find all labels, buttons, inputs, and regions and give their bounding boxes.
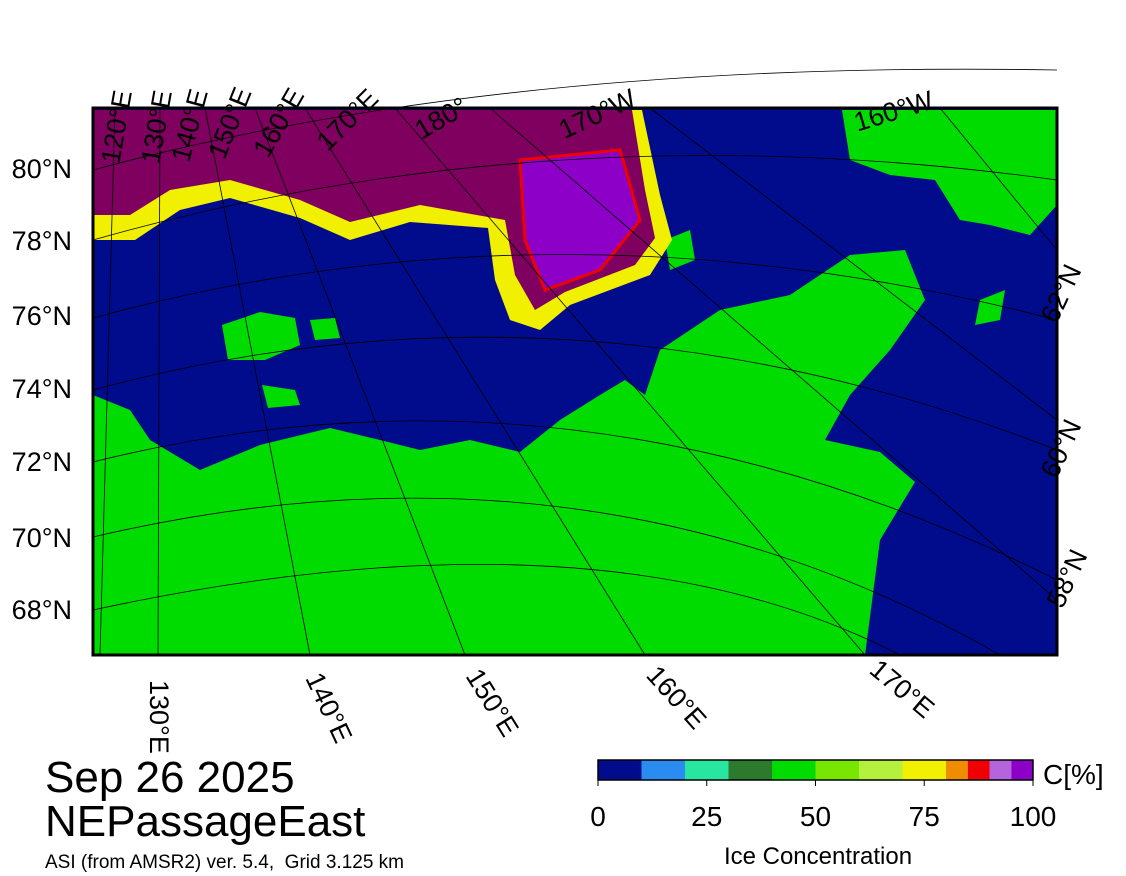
bottom-lon-label: 150°E (460, 663, 525, 742)
island (222, 312, 300, 360)
colorbar-unit: C[%] (1043, 759, 1104, 790)
left-lat-label: 80°N (12, 154, 72, 184)
colorbar-segment (946, 760, 968, 780)
colorbar-segment (772, 760, 816, 780)
graticule (92, 68, 1058, 656)
ice-core (93, 110, 655, 310)
source: ASI (from AMSR2) ver. 5.4, Grid 3.125 km (45, 852, 404, 873)
colorbar-tick-label: 25 (691, 801, 722, 832)
colorbar-tick-label: 75 (909, 801, 940, 832)
colorbar-tick-label: 50 (800, 801, 831, 832)
left-lat-label: 76°N (12, 301, 72, 331)
bottom-lon-label: 130°E (144, 680, 174, 754)
colorbar-segment (728, 760, 772, 780)
bottom-lon-label: 170°E (864, 654, 940, 724)
left-lat-label: 74°N (12, 374, 72, 404)
left-lat-label: 78°N (12, 226, 72, 256)
island (665, 230, 695, 270)
bottom-lon-label: 140°E (300, 668, 358, 748)
colorbar-title: Ice Concentration (724, 843, 912, 870)
colorbar-segment (967, 760, 990, 780)
region: NEPassageEast (45, 797, 365, 846)
land (93, 250, 925, 655)
map-frame (91, 106, 1059, 657)
map (91, 68, 1059, 657)
date: Sep 26 2025 (45, 753, 295, 802)
colorbar-tick-label: 0 (590, 801, 606, 832)
left-lat-label: 70°N (12, 523, 72, 553)
land (975, 290, 1005, 325)
colorbar-segment (902, 760, 946, 780)
colorbar-segment (598, 760, 642, 780)
left-lat-label: 68°N (12, 595, 72, 625)
island (262, 385, 300, 408)
colorbar-segment (1011, 760, 1033, 780)
colorbar-segment (641, 760, 685, 780)
island (310, 318, 340, 340)
left-lat-label: 72°N (12, 447, 72, 477)
land (842, 110, 1057, 235)
colorbar-segment (989, 760, 1012, 780)
colorbar-segment (859, 760, 903, 780)
colorbar-tick-label: 100 (1010, 801, 1057, 832)
colorbar-segment (815, 760, 859, 780)
colorbar-segment (685, 760, 729, 780)
bottom-lon-label: 160°E (641, 660, 713, 735)
